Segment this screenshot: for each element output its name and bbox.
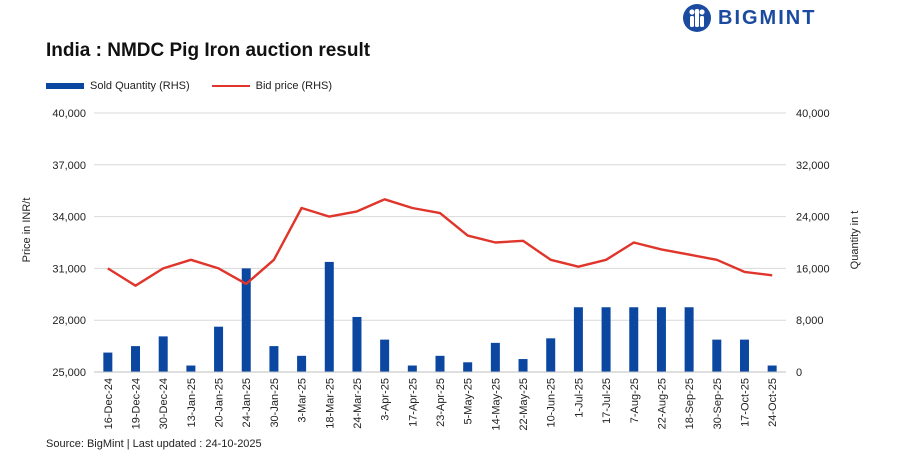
bar <box>712 339 722 372</box>
x-tick-label: 16-Dec-24 <box>103 378 115 429</box>
x-tick-label: 18-Mar-25 <box>324 378 336 429</box>
x-tick-label: 3-Mar-25 <box>297 378 309 423</box>
bid-price-line <box>107 198 773 287</box>
bar <box>518 359 528 372</box>
bar <box>380 339 390 372</box>
y2-axis-label: Quantity in t <box>849 211 861 270</box>
bar <box>463 362 473 372</box>
y-tick-label: 31,000 <box>52 263 86 275</box>
bar <box>407 365 417 372</box>
legend-swatch-bar <box>46 83 84 89</box>
bar <box>352 316 362 372</box>
chart-title: India : NMDC Pig Iron auction result <box>46 40 371 61</box>
x-tick-label: 30-Dec-24 <box>158 378 170 429</box>
x-tick-label: 17-Apr-25 <box>407 378 419 427</box>
bar <box>241 268 251 372</box>
legend-item-bid-price: Bid price (RHS) <box>211 80 333 92</box>
y-tick-label: 34,000 <box>52 212 86 224</box>
x-tick-label: 20-Jan-25 <box>214 378 226 428</box>
x-tick-label: 3-Apr-25 <box>380 378 392 421</box>
bar <box>546 338 556 372</box>
source-note: Source: BigMint | Last updated : 24-10-2… <box>46 438 262 450</box>
x-tick-label: 30-Sep-25 <box>712 378 724 429</box>
brand-logo: BIGMINT <box>682 3 816 33</box>
legend-label-sold-quantity: Sold Quantity (RHS) <box>90 80 190 92</box>
x-tick-label: 19-Dec-24 <box>131 378 143 429</box>
legend-label-bid-price: Bid price (RHS) <box>255 80 333 92</box>
x-tick-label: 22-May-25 <box>518 378 530 431</box>
axes: 25,000 0 28,000 8,000 31,000 16,000 34,000 24,0… <box>52 108 829 431</box>
bar <box>324 261 334 372</box>
x-tick-label: 5-May-25 <box>463 378 475 424</box>
bar <box>186 365 196 372</box>
y-tick-label: 37,000 <box>52 160 86 172</box>
y2-tick-label: 8,000 <box>796 315 824 327</box>
x-tick-label: 24-Mar-25 <box>352 378 364 429</box>
y2-tick-label: 24,000 <box>796 212 830 224</box>
bar <box>435 355 445 372</box>
bar <box>601 307 611 372</box>
bar <box>214 326 224 372</box>
bar <box>103 352 113 372</box>
x-tick-label: 14-May-25 <box>490 378 502 431</box>
x-tick-label: 1-Jul-25 <box>573 378 585 418</box>
x-tick-label: 10-Jun-25 <box>546 378 558 428</box>
bigmint-logo-icon <box>683 4 711 32</box>
bar <box>684 307 694 372</box>
x-tick-label: 13-Jan-25 <box>186 378 198 428</box>
gridlines <box>94 112 786 321</box>
x-tick-label: 18-Sep-25 <box>684 378 696 429</box>
y2-tick-label: 0 <box>796 367 802 379</box>
y-tick-label: 28,000 <box>52 315 86 327</box>
bar <box>158 336 168 372</box>
bar <box>297 355 307 372</box>
bar <box>490 342 500 372</box>
bar <box>269 346 279 372</box>
x-tick-label: 17-Oct-25 <box>739 378 751 427</box>
bar <box>656 307 666 372</box>
y2-tick-label: 32,000 <box>796 160 830 172</box>
bar <box>573 307 583 372</box>
x-tick-label: 23-Apr-25 <box>435 378 447 427</box>
y-tick-label: 25,000 <box>52 367 86 379</box>
bar <box>767 365 777 372</box>
x-tick-label: 22-Aug-25 <box>656 378 668 429</box>
x-tick-label: 7-Aug-25 <box>629 378 641 423</box>
y-tick-label: 40,000 <box>52 108 86 120</box>
y2-tick-label: 16,000 <box>796 263 830 275</box>
bar <box>739 339 749 372</box>
chart-legend: Sold Quantity (RHS) Bid price (RHS) <box>46 80 354 92</box>
bar <box>629 307 639 372</box>
line-series <box>107 198 773 287</box>
brand-name: BIGMINT <box>718 6 817 29</box>
y-axis-label: Price in INR/t <box>21 198 33 263</box>
x-tick-label: 24-Oct-25 <box>767 378 779 427</box>
y2-tick-label: 40,000 <box>796 108 830 120</box>
bar-series <box>103 261 777 372</box>
x-tick-label: 30-Jan-25 <box>269 378 281 428</box>
legend-swatch-line <box>211 85 250 87</box>
legend-item-sold-quantity: Sold Quantity (RHS) <box>46 80 190 92</box>
x-tick-label: 24-Jan-25 <box>241 378 253 428</box>
x-tick-label: 17-Jul-25 <box>601 378 613 424</box>
bar <box>131 346 141 372</box>
